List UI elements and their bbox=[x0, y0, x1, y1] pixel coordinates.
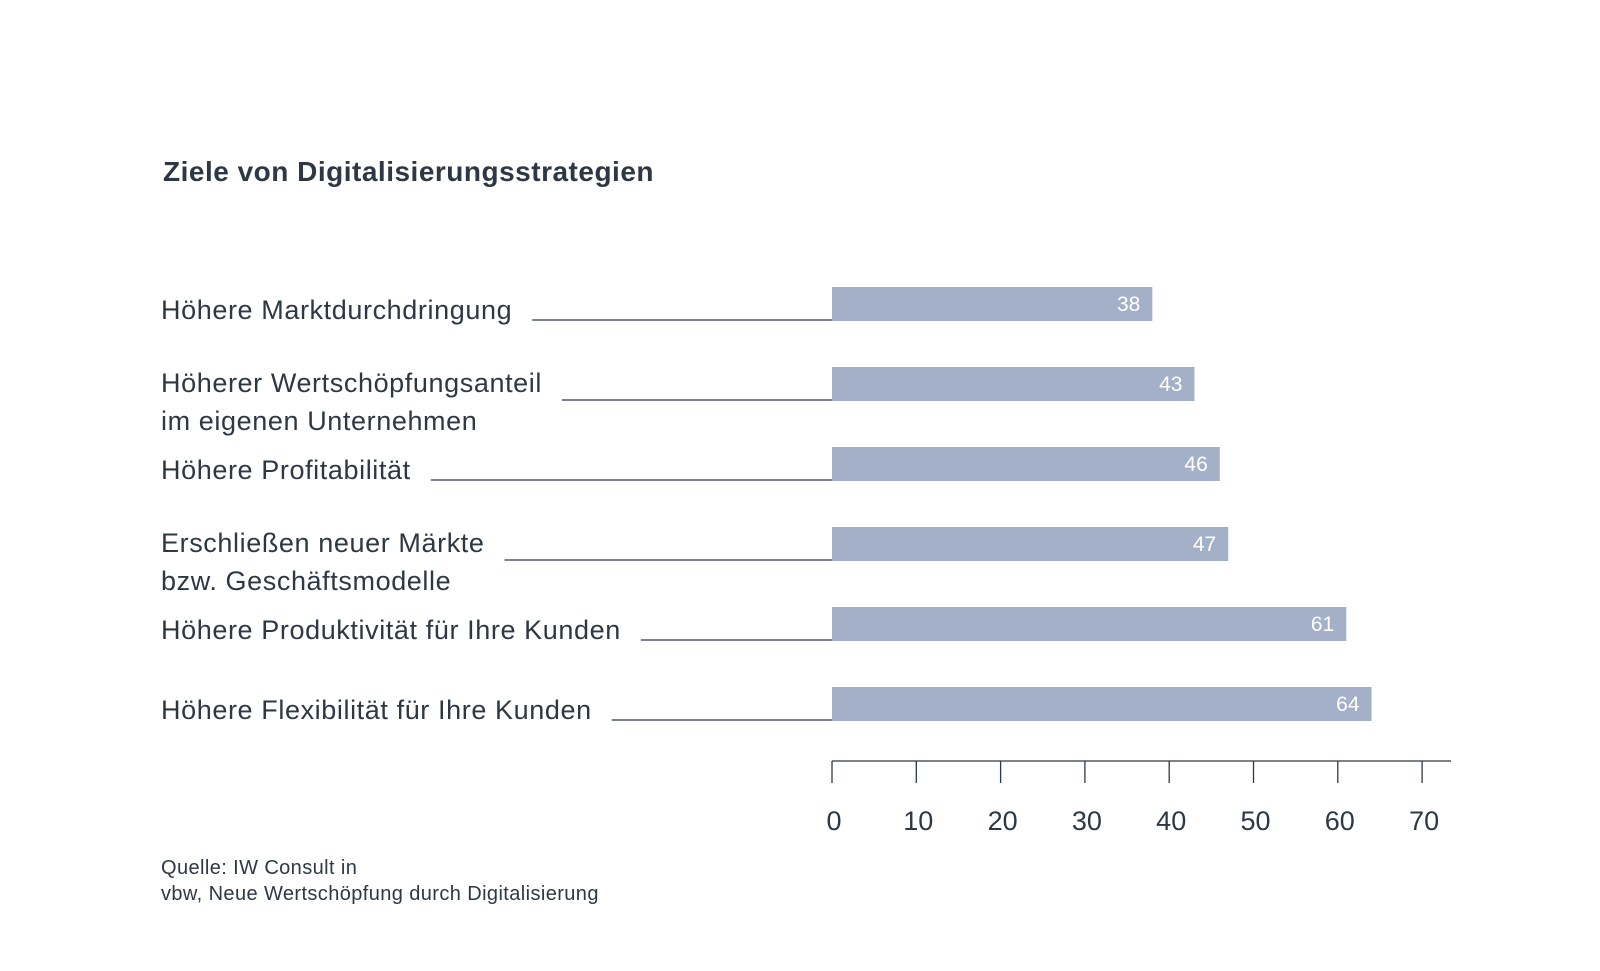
category-label: Höhere Marktdurchdringung bbox=[161, 295, 512, 325]
category-label-line: im eigenen Unternehmen bbox=[161, 406, 477, 436]
source-line-2: vbw, Neue Wertschöpfung durch Digitalisi… bbox=[161, 883, 599, 905]
category-label-line: Erschließen neuer Märkte bbox=[161, 528, 485, 558]
bar-row: Höhere Marktdurchdringung 38 bbox=[161, 287, 1153, 325]
bar-row: Höhere Produktivität für Ihre Kunden 61 bbox=[161, 607, 1347, 645]
x-tick-label: 30 bbox=[1072, 806, 1102, 836]
bar-row: Erschließen neuer Märkte bzw. Geschäftsmo… bbox=[161, 527, 1229, 596]
category-label-line: Höhere Produktivität für Ihre Kunden bbox=[161, 615, 621, 645]
x-tick-label: 60 bbox=[1325, 806, 1355, 836]
x-tick-label: 40 bbox=[1156, 806, 1186, 836]
category-label: Höherer Wertschöpfungsanteil im eigenen U… bbox=[161, 368, 542, 436]
bar bbox=[832, 687, 1372, 721]
category-label-line: bzw. Geschäftsmodelle bbox=[161, 566, 451, 596]
category-label-line: Höherer Wertschöpfungsanteil bbox=[161, 368, 542, 398]
data-label: 46 bbox=[1184, 453, 1207, 476]
category-label-line: Höhere Marktdurchdringung bbox=[161, 295, 512, 325]
x-tick-label: 10 bbox=[903, 806, 933, 836]
bar bbox=[832, 447, 1220, 481]
x-tick-label: 50 bbox=[1240, 806, 1270, 836]
data-label: 38 bbox=[1117, 293, 1140, 316]
category-label: Höhere Profitabilität bbox=[161, 455, 411, 485]
x-axis: 0 10 20 30 40 50 60 70 bbox=[826, 760, 1451, 836]
bar-row: Höherer Wertschöpfungsanteil im eigenen U… bbox=[161, 367, 1195, 436]
category-label-line: Höhere Flexibilität für Ihre Kunden bbox=[161, 695, 592, 725]
source-line-1: Quelle: IW Consult in bbox=[161, 857, 357, 879]
x-tick-label: 20 bbox=[988, 806, 1018, 836]
category-label: Höhere Produktivität für Ihre Kunden bbox=[161, 615, 621, 645]
data-label: 47 bbox=[1193, 533, 1216, 556]
category-label: Höhere Flexibilität für Ihre Kunden bbox=[161, 695, 592, 725]
data-label: 61 bbox=[1311, 613, 1334, 636]
data-label: 43 bbox=[1159, 373, 1182, 396]
bar bbox=[832, 287, 1153, 321]
x-tick-label: 0 bbox=[826, 806, 841, 836]
chart-title: Ziele von Digitalisierungsstrategien bbox=[163, 156, 654, 187]
bar-row: Höhere Profitabilität 46 bbox=[161, 447, 1220, 485]
bar bbox=[832, 527, 1229, 561]
bar-rows: Höhere Marktdurchdringung 38 Höherer Werts… bbox=[161, 287, 1372, 725]
category-label-line: Höhere Profitabilität bbox=[161, 455, 411, 485]
bar-row: Höhere Flexibilität für Ihre Kunden 64 bbox=[161, 687, 1372, 725]
category-label: Erschließen neuer Märkte bzw. Geschäftsmo… bbox=[161, 528, 485, 596]
x-tick-label: 70 bbox=[1409, 806, 1439, 836]
bar bbox=[832, 367, 1195, 401]
bar bbox=[832, 607, 1347, 641]
data-label: 64 bbox=[1336, 693, 1360, 716]
